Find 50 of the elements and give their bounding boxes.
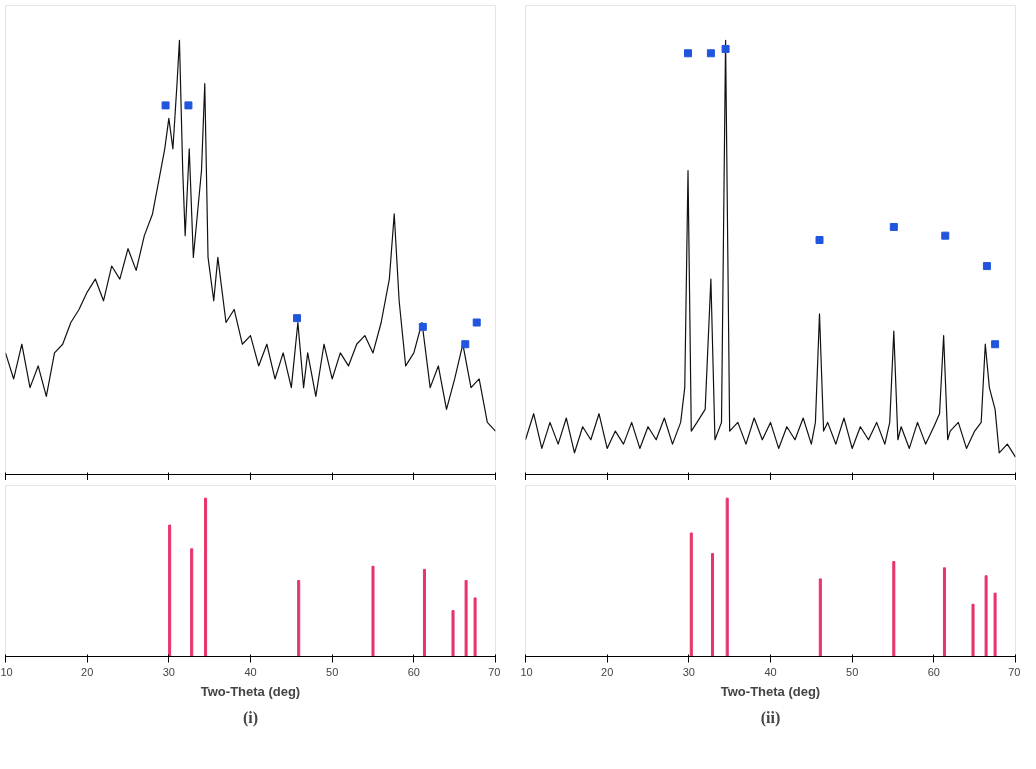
point [991,340,1000,349]
bar [168,524,172,657]
bar [473,597,477,657]
x-tick-label: 50 [846,665,859,678]
point [472,318,481,327]
x-tick-label: 30 [162,665,175,678]
bar [818,578,822,657]
x-tick-label: 10 [520,665,533,678]
x-axis-title: Two-Theta (deg) [720,683,821,699]
bar [725,497,729,657]
point [161,101,170,110]
x-tick-label: 20 [601,665,614,678]
point [418,322,427,331]
x-tick-label: 40 [244,665,257,678]
x-tick-label: 70 [488,665,501,678]
point [461,340,470,349]
bar [971,603,975,657]
bar [371,565,375,657]
bar [204,497,208,657]
bar [451,610,455,657]
x-tick-label: 20 [81,665,94,678]
point [941,231,950,240]
point [889,222,898,231]
x-tick-label: 50 [326,665,339,678]
bar [984,575,988,657]
x-tick-label: 60 [407,665,420,678]
point [706,49,715,58]
point [721,44,730,53]
text: (ii) [760,708,781,727]
x-tick-label: 30 [682,665,695,678]
bar [711,553,715,657]
x-tick-label: 10 [0,665,13,678]
bar [993,592,997,657]
point [815,236,824,244]
bar [464,580,468,657]
bar [892,561,896,657]
text: (i) [242,708,259,727]
bar [942,567,946,657]
x-tick-label: 40 [764,665,777,678]
point [184,101,193,110]
x-axis-title: Two-Theta (deg) [200,683,301,699]
bar [190,548,194,657]
point [982,262,991,271]
point [293,314,302,323]
bar [422,568,426,657]
bar [297,580,301,657]
bar [689,532,693,657]
x-tick-label: 60 [927,665,940,678]
x-tick-label: 70 [1008,665,1021,678]
point [684,49,693,58]
